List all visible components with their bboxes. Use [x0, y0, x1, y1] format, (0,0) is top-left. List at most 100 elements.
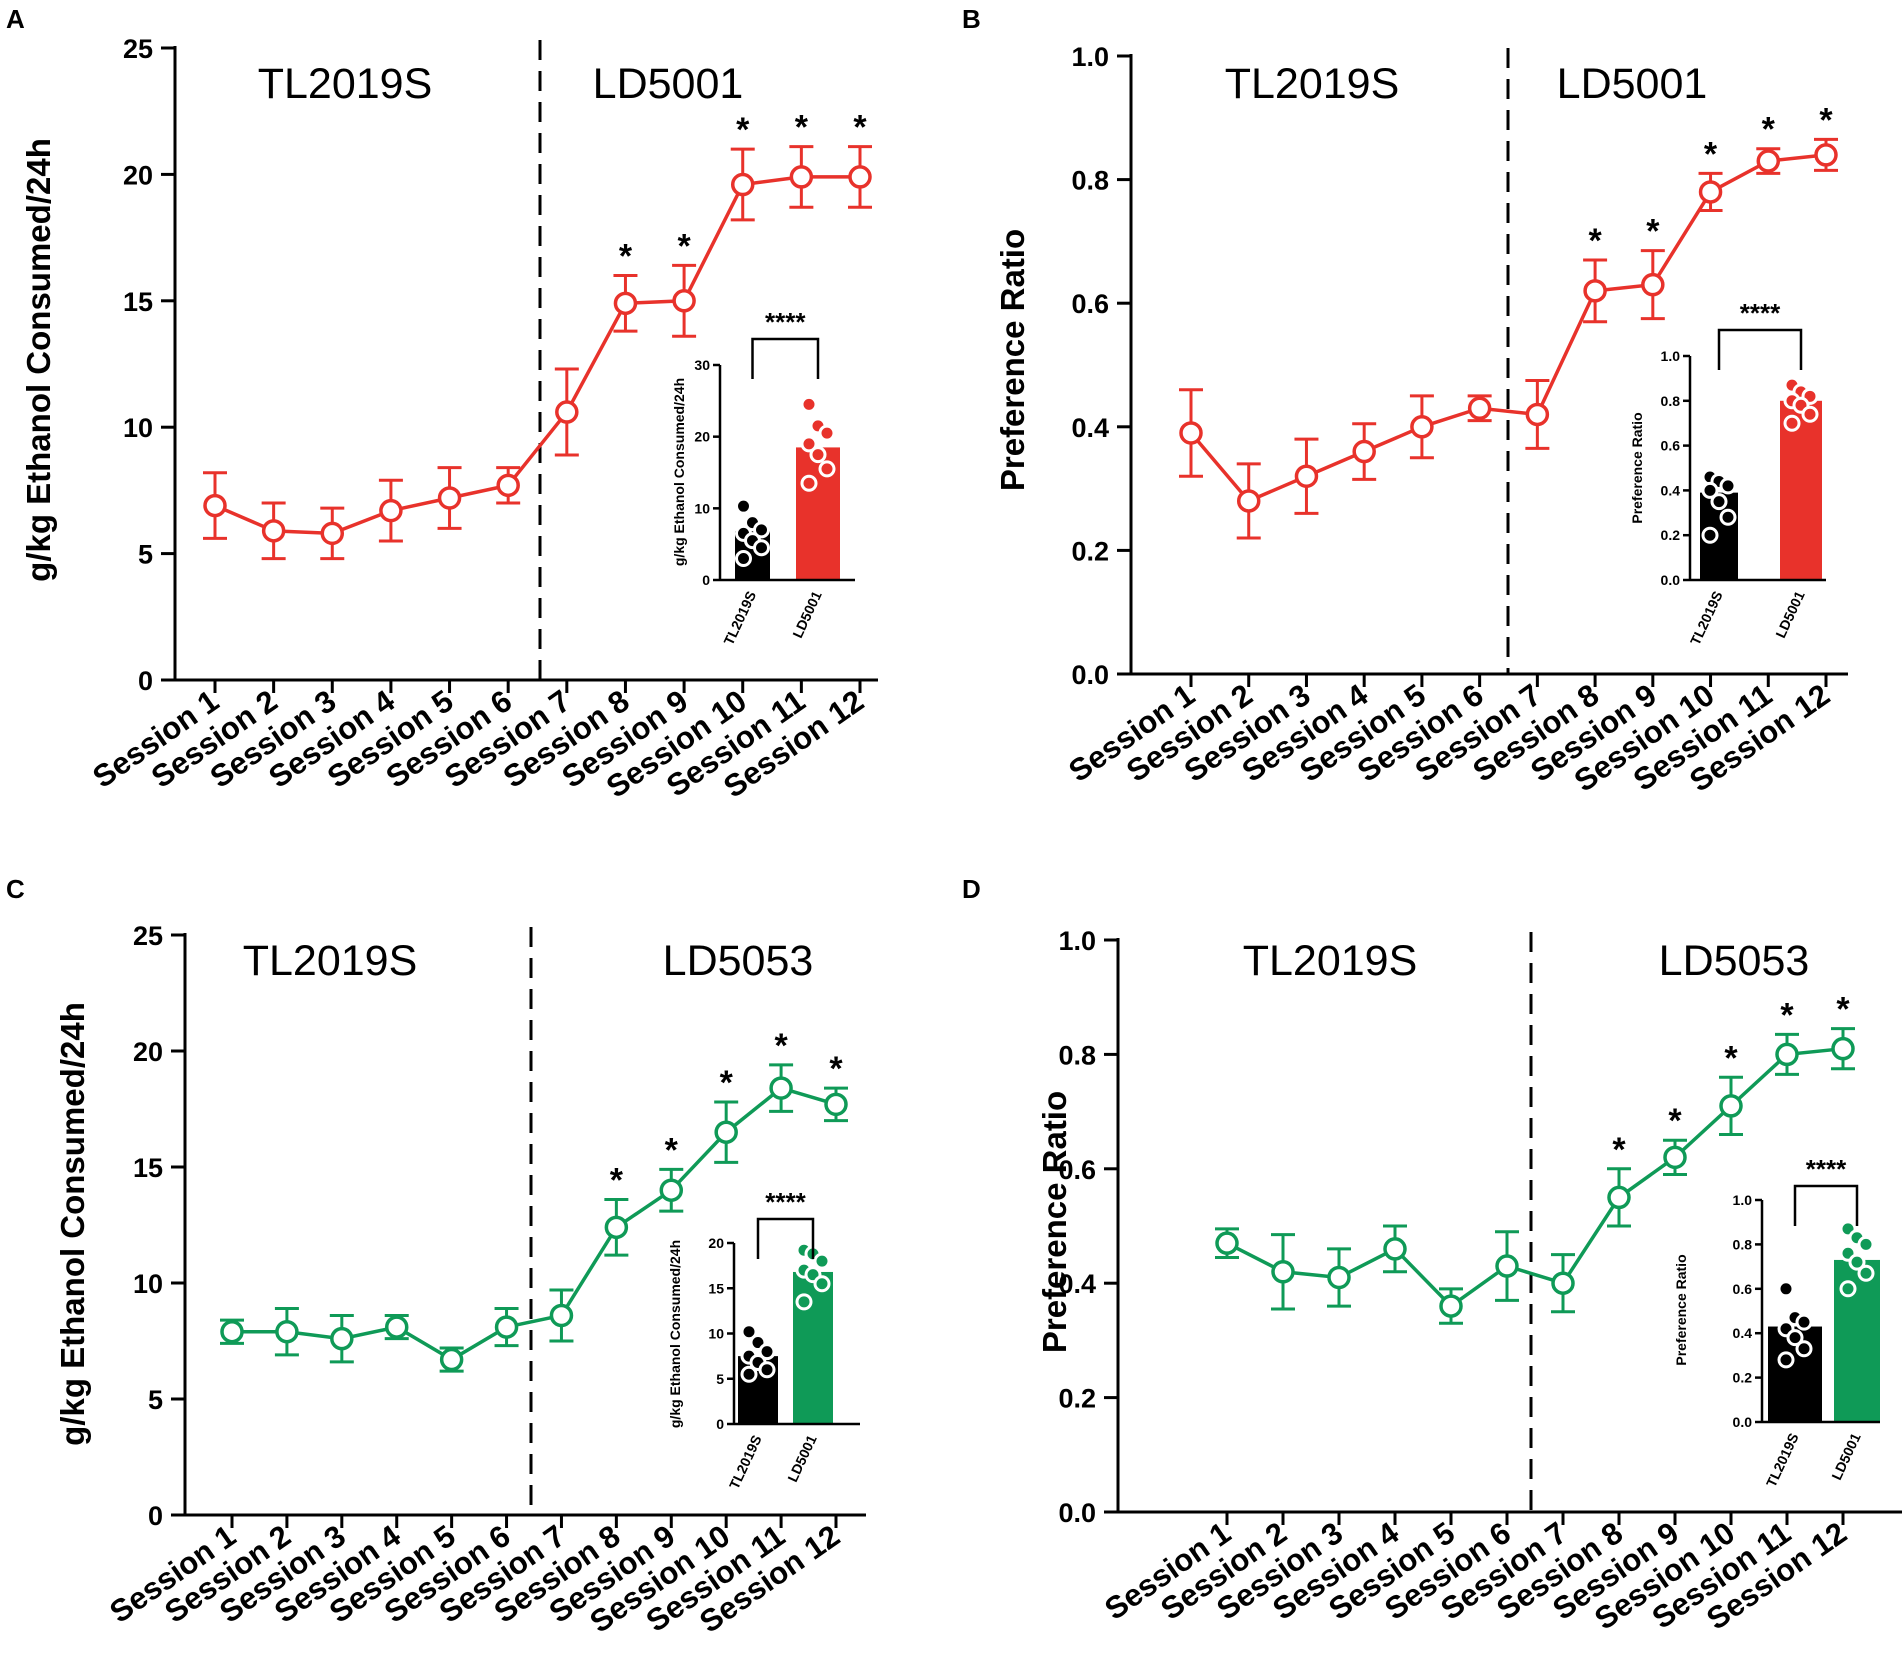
y-tick-label: 0.0 [1058, 1498, 1096, 1528]
significance-star: * [736, 111, 750, 149]
inset-bar [1780, 400, 1822, 580]
region-label: TL2019S [1225, 60, 1400, 108]
significance-star: * [1836, 991, 1850, 1029]
inset-tick-label: 0 [702, 572, 710, 588]
y-tick-label: 0.2 [1071, 536, 1109, 566]
data-point [1525, 402, 1550, 427]
significance-bracket [751, 337, 820, 379]
inset-x-label: TL2019S [1763, 1431, 1802, 1490]
inset-tick-label: 0.6 [1733, 1281, 1753, 1297]
y-tick-label: 10 [123, 413, 153, 443]
inset-significance: **** [1740, 298, 1781, 328]
inset-point [753, 539, 770, 557]
inset-point [809, 446, 827, 464]
data-point [437, 486, 462, 510]
inset-x-label: LD5001 [789, 588, 825, 640]
inset-tick-label: 10 [694, 500, 710, 516]
inset-tick-label: 0.6 [1661, 438, 1681, 454]
inset-tick-label: 0.0 [1661, 572, 1681, 588]
series-line [214, 175, 860, 536]
inset-point [1710, 493, 1728, 511]
data-point [730, 172, 755, 197]
data-point [1410, 415, 1434, 439]
region-label: TL2019S [258, 60, 433, 108]
data-point [275, 1319, 299, 1344]
inset-tick-label: 10 [708, 1326, 724, 1342]
y-tick-label: 1.0 [1071, 42, 1109, 72]
data-point [379, 498, 403, 523]
inset-point [740, 1323, 758, 1341]
data-point [1179, 421, 1203, 445]
inset-tick-label: 0.4 [1661, 482, 1681, 498]
inset-x-label: TL2019S [726, 1433, 765, 1492]
inset-tick-label: 0 [716, 1416, 724, 1432]
inset-chart: 0.0 0.2 0.4 0.6 0.8 1.0 Preference Ratio TL2019… [1673, 1154, 1880, 1489]
y-tick-label: 0.4 [1071, 413, 1109, 443]
inset-tick-label: 1.0 [1661, 348, 1681, 364]
data-point [1698, 180, 1723, 204]
inset-x-label: TL2019S [1687, 589, 1726, 648]
data-point [1663, 1145, 1687, 1170]
data-point [439, 1347, 464, 1372]
inset-point [735, 497, 752, 515]
y-axis-label: g/kg Ethanol Consumed/24h [54, 1002, 91, 1446]
inset-significance: **** [1806, 1154, 1847, 1184]
y-tick-label: 10 [133, 1269, 163, 1299]
inset-x-label: TL2019S [720, 589, 759, 648]
panel-letter: B [962, 4, 981, 34]
y-tick-label: 1.0 [1058, 926, 1096, 956]
significance-star: * [1668, 1102, 1682, 1140]
region-label: LD5053 [1659, 937, 1810, 985]
data-point [549, 1303, 574, 1328]
data-point [384, 1315, 409, 1339]
inset-chart: 0 5 10 15 20 g/kg Ethanol Consumed/24h TL2019S… [667, 1187, 860, 1491]
region-label: TL2019S [243, 937, 418, 985]
panel-letter: C [6, 874, 25, 904]
y-tick-label: 0.2 [1058, 1384, 1096, 1414]
y-tick-label: 15 [133, 1153, 163, 1183]
significance-bracket [1793, 1184, 1859, 1226]
y-tick-label: 5 [148, 1385, 163, 1415]
significance-bracket [756, 1217, 815, 1259]
inset-y-label: Preference Ratio [1673, 1254, 1689, 1365]
inset-point [813, 1252, 831, 1270]
inset-x-label: LD5001 [1772, 588, 1808, 640]
data-point [1467, 396, 1492, 421]
inset-point [740, 1365, 758, 1383]
significance-star: * [665, 1131, 679, 1169]
inset-point [758, 1361, 776, 1379]
inset-bar [793, 1271, 833, 1424]
significance-star: * [795, 109, 809, 147]
panel-letter: A [6, 4, 25, 34]
significance-star: * [774, 1027, 788, 1065]
significance-star: * [677, 227, 691, 265]
inset-point [1857, 1235, 1875, 1253]
inset-point [795, 1293, 813, 1311]
inset-point [1777, 1351, 1795, 1369]
inset-point [1786, 1329, 1804, 1347]
inset-point [1701, 526, 1719, 544]
inset-point [1848, 1253, 1866, 1271]
inset-point [1795, 1340, 1813, 1358]
inset-y-label: Preference Ratio [1629, 412, 1645, 523]
data-point [220, 1319, 244, 1344]
y-tick-label: 0.8 [1058, 1040, 1096, 1070]
data-point [1583, 279, 1607, 303]
panel-letter: D [962, 874, 981, 904]
data-point [714, 1120, 738, 1144]
inset-tick-label: 0.8 [1733, 1236, 1753, 1252]
data-point [1439, 1294, 1463, 1318]
inset-point [818, 424, 836, 442]
inset-point [813, 1275, 831, 1293]
significance-star: * [1724, 1039, 1738, 1077]
data-point [555, 400, 579, 424]
data-point [789, 165, 814, 189]
y-axis-label: Preference Ratio [1036, 1091, 1073, 1353]
y-tick-label: 5 [138, 540, 153, 570]
data-point [1294, 464, 1319, 488]
inset-tick-label: 1.0 [1733, 1192, 1753, 1208]
inset-point [1783, 414, 1801, 432]
data-point [203, 493, 227, 518]
